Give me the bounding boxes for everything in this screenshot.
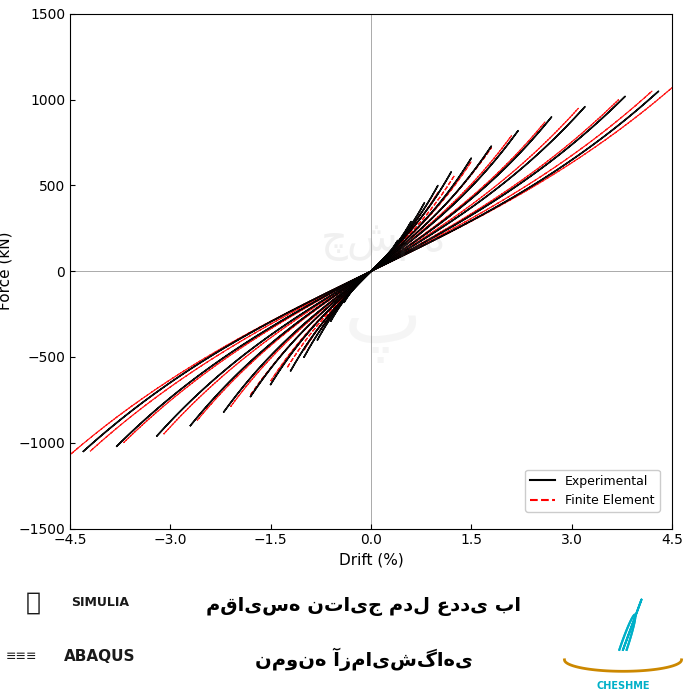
Text: پ: پ: [344, 282, 422, 363]
Legend: Experimental, Finite Element: Experimental, Finite Element: [525, 470, 659, 512]
Text: ≡≡≡: ≡≡≡: [6, 650, 38, 664]
X-axis label: Drift (%): Drift (%): [339, 553, 403, 568]
Text: SIMULIA: SIMULIA: [71, 596, 129, 609]
Text: ABAQUS: ABAQUS: [64, 650, 136, 664]
Text: 𝛴: 𝛴: [25, 590, 41, 615]
Text: نمونه آزمایشگاهی: نمونه آزمایشگاهی: [255, 648, 473, 671]
Text: چشمه: چشمه: [321, 219, 446, 261]
Text: CHESHME: CHESHME: [596, 680, 650, 691]
Y-axis label: Force (kN): Force (kN): [0, 232, 13, 311]
Text: مقایسه نتایج مدل عددی با: مقایسه نتایج مدل عددی با: [206, 597, 522, 616]
